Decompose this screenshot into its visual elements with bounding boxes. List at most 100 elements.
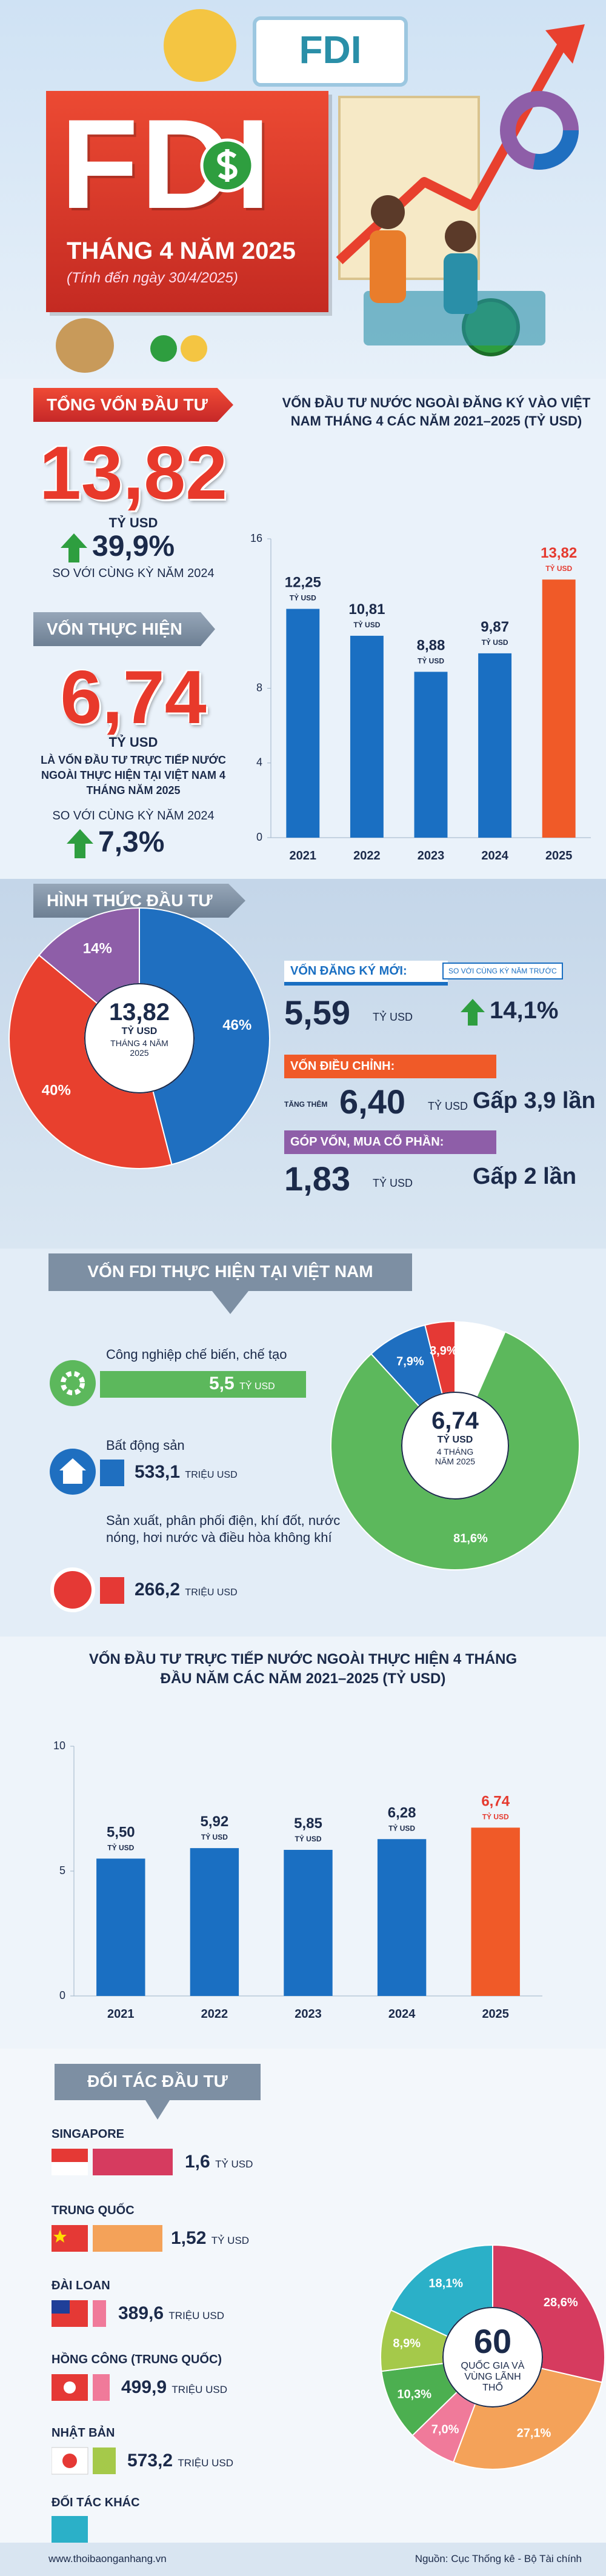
donut-chart: 28,6% 27,1% 7,0% 10,3% 8,9% 18,1% [380,2244,605,2470]
value-unit: TỶ USD [353,620,380,629]
bar [414,672,448,838]
arrow-head [545,24,585,64]
flag [52,2162,88,2175]
x-tick-label: 2024 [481,849,508,863]
icon [50,1360,96,1406]
partner-value-row: 573,2 TRIỆU USD [127,2451,233,2471]
donut-chart: 46% 40% 14% [8,907,270,1169]
comparison: SO VỚI CÙNG KỲ NĂM 2024 [52,567,215,580]
chart-title: VỐN ĐẦU TƯ NƯỚC NGOÀI ĐĂNG KÝ VÀO VIỆT N… [282,395,591,429]
value-unit: TỶ USD [201,1832,228,1841]
partner-bar [52,2516,88,2543]
y-tick-label: 8 [256,681,262,693]
sector-value-row: 266,2 TRIỆU USD [135,1580,238,1600]
value-unit: TỶ USD [482,638,508,647]
partner-name: ĐỐI TÁC KHÁC [52,2496,140,2509]
comparison: SO VỚI CÙNG KỲ NĂM 2024 [52,809,215,823]
section-banner [48,1253,412,1314]
value-unit: TỶ USD [107,1843,134,1852]
slice-label: 40% [42,1082,71,1098]
coin-symbol [217,149,238,182]
person [370,230,406,303]
center-value: 13,82 [108,999,170,1026]
section-banner [55,2064,261,2120]
section-label: TỔNG VỐN ĐẦU TƯ [33,388,233,422]
y-tick-label: 10 [53,1740,65,1752]
title-box [46,91,328,312]
board [253,16,408,87]
up-arrow [67,829,93,858]
center-value: 60 [473,2322,512,2360]
value-label: 6,74 [481,1793,510,1809]
partner-name: TRUNG QUỐC [52,2204,135,2217]
sector-value-row: 5,5 TỶ USD [209,1373,275,1394]
total-value: 13,82 [39,432,228,515]
x-tick-label: 2025 [482,2007,509,2021]
person [445,221,476,252]
donut-center: 60 QUỐC GIA VÀ VÙNG LÃNH THỔ [444,2321,541,2394]
form-change: Gấp 3,9 lần [473,1088,596,1113]
x-tick-label: 2025 [545,849,573,863]
banner-shape [48,1253,412,1314]
sector-unit: TRIỆU USD [185,1470,238,1480]
partner-bar [93,2300,106,2327]
partner-unit: TỶ USD [211,2235,250,2246]
x-tick-label: 2024 [388,2007,416,2021]
form-value: 6,40 [339,1083,405,1121]
y-tick-label: 0 [256,831,262,843]
form-change: 14,1% [490,997,559,1024]
y-tick-label: 16 [250,532,262,544]
value-unit: TỶ USD [482,1812,509,1821]
flag-star [53,2230,67,2243]
form-label: VỐN ĐĂNG KÝ MỚI: [284,961,448,986]
sector-bar [100,1371,306,1398]
ring-icon-part [500,91,579,170]
donut-hole [401,1392,509,1500]
partner-value-row: 1,6 TỶ USD [185,2152,253,2172]
slice-label: 27,1% [517,2427,551,2440]
partner-unit: TRIỆU USD [171,2384,228,2395]
form-label: VỐN ĐIỀU CHỈNH: [284,1055,496,1078]
up-arrow [61,533,87,562]
y-tick-label: 5 [59,1864,65,1877]
arrow [61,533,87,562]
partner-bar [93,2374,110,2401]
bar [542,579,576,838]
partner-value: 1,6 [185,2152,210,2172]
form-change: Gấp 2 lần [473,1164,577,1189]
change: 39,9% [92,530,175,562]
partner-value: 389,6 [118,2303,164,2323]
form-note: SO VỚI CÙNG KỲ NĂM TRƯỚC [442,963,563,979]
value-label: 5,85 [294,1815,322,1832]
x-tick-label: 2023 [295,2007,322,2021]
slice-label: 8,9% [393,2337,421,2350]
sector-label: Công nghiệp chế biến, chế tạo [106,1347,287,1362]
partner-name: ĐÀI LOAN [52,2279,110,2292]
arrow [67,829,93,858]
bar-chart: 0 5 10 5,50 TỶ USD 2021 5,92 TỶ USD 2022 5,85 TỶ U… [53,1740,542,2021]
bar [96,1858,145,1996]
sector-unit: TRIỆU USD [185,1587,238,1598]
icon-house [59,1458,86,1484]
slice-label: 10,3% [397,2388,431,2401]
slice-label: 7,9% [396,1355,424,1368]
bar [377,1839,427,1996]
icon-gear [61,1371,85,1395]
partner-value: 499,9 [121,2377,167,2397]
donut-center: 6,74 TỶ USD 4 THÁNG NĂM 2025 [401,1407,510,1466]
value-label: 13,82 [541,545,577,561]
sector-label: Bất động sản [106,1438,185,1453]
chart-title: VỐN ĐẦU TƯ TRỰC TIẾP NƯỚC NGOÀI THỰC HIỆ… [88,1651,518,1687]
value-label: 8,88 [417,637,445,653]
partner-bar [93,2149,173,2175]
sector-bar [100,1577,124,1604]
slice-label: 28,6% [544,2296,578,2309]
value-unit: TỶ USD [388,1823,415,1832]
value-label: 5,92 [201,1814,229,1830]
sector-value: 5,5 [209,1373,235,1393]
arrow [461,999,485,1026]
header-illustration [56,9,585,373]
dollar-coin [200,138,255,193]
donut-center: 13,82 TỶ USD THÁNG 4 NĂM 2025 [85,999,194,1058]
